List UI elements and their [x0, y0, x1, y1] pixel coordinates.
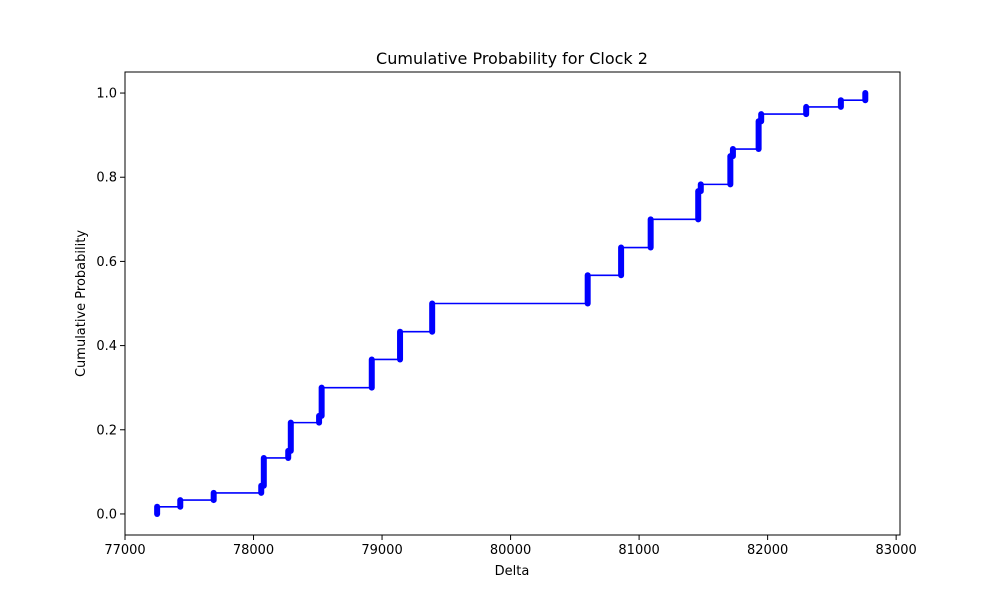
y-tick-label: 0.0 [96, 507, 117, 522]
x-tick-label: 80000 [490, 543, 531, 558]
y-tick-label: 0.4 [96, 339, 117, 354]
x-axis-label: Delta [495, 564, 530, 579]
x-axis: 77000 78000 79000 80000 81000 82000 83000 [104, 535, 917, 558]
x-tick-label: 82000 [747, 543, 788, 558]
x-tick-label: 77000 [104, 543, 145, 558]
y-axis-label: Cumulative Probability [74, 230, 89, 377]
y-tick-label: 1.0 [96, 87, 117, 102]
plot-area [154, 90, 869, 517]
x-tick-label: 81000 [618, 543, 659, 558]
y-axis: 0.0 0.2 0.4 0.6 0.8 1.0 [96, 87, 125, 522]
x-tick-label: 79000 [361, 543, 402, 558]
x-tick-label: 83000 [875, 543, 916, 558]
axes-frame [124, 71, 901, 536]
x-tick-label: 78000 [233, 543, 274, 558]
y-tick-label: 0.8 [96, 171, 117, 186]
y-tick-label: 0.2 [96, 423, 117, 438]
chart-title: Cumulative Probability for Clock 2 [376, 49, 648, 68]
y-tick-label: 0.6 [96, 255, 117, 270]
